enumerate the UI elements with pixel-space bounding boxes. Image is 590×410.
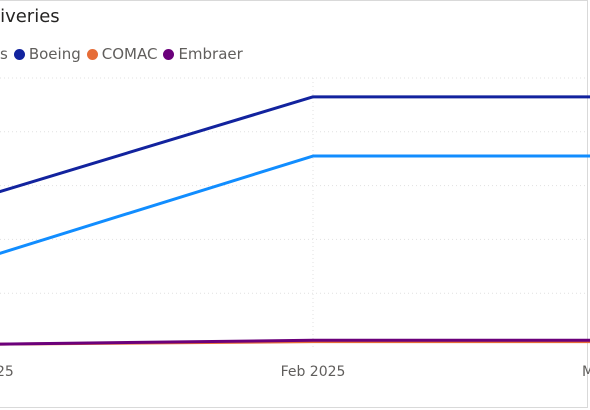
legend-item-comac[interactable]: COMAC <box>86 45 158 63</box>
x-tick-label: M <box>582 364 590 380</box>
legend-swatch-embraer <box>163 48 175 60</box>
chart-title-rest: liveries <box>0 6 60 27</box>
series-line-boeing[interactable] <box>0 95 590 197</box>
legend-label-airbus: s <box>0 45 8 63</box>
legend-swatch-boeing <box>13 48 25 60</box>
chart-title: eliveries <box>0 6 60 27</box>
legend-label-boeing: Boeing <box>28 45 81 63</box>
x-tick-label: 25 <box>0 364 14 380</box>
chart-legend: s Boeing COMAC Embraer <box>0 44 249 64</box>
legend-item-embraer[interactable]: Embraer <box>163 45 243 63</box>
x-tick-label: Feb 2025 <box>281 364 346 380</box>
legend-label-comac: COMAC <box>101 45 158 63</box>
legend-label-embraer: Embraer <box>178 45 243 63</box>
legend-swatch-comac <box>86 48 98 60</box>
legend-item-airbus[interactable]: s <box>0 45 8 63</box>
legend-item-boeing[interactable]: Boeing <box>13 45 81 63</box>
series-line-embraer[interactable] <box>0 338 590 346</box>
series-line-airbus[interactable] <box>0 154 590 258</box>
